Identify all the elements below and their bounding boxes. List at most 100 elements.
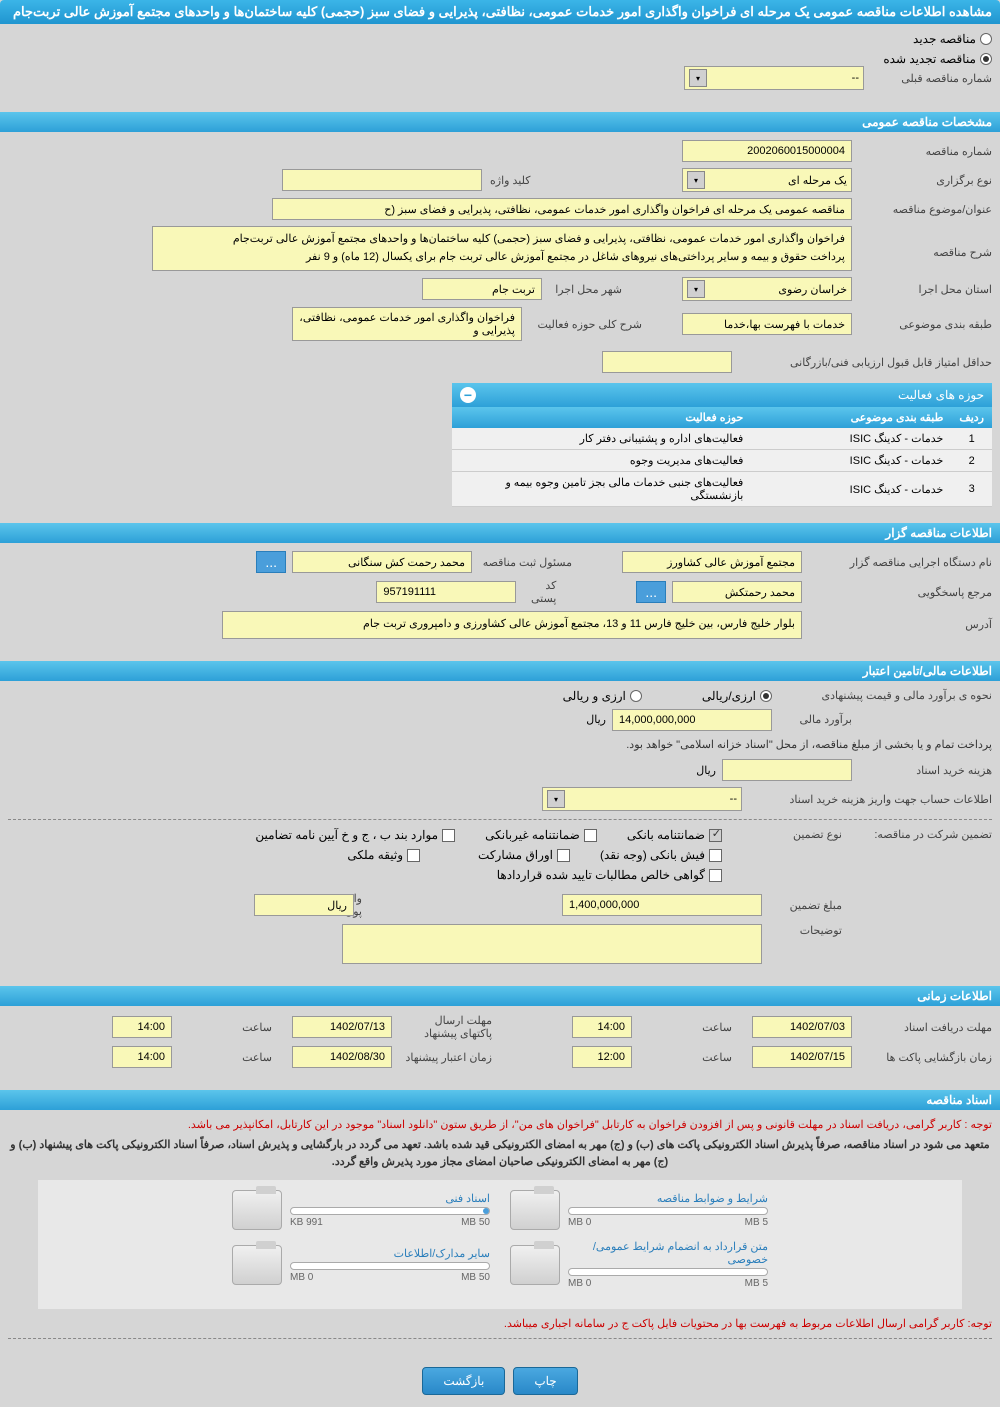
doc-cost-unit: ریال (696, 764, 722, 777)
contact-label: مرجع پاسخگویی (802, 586, 992, 599)
keyword-field[interactable] (282, 169, 482, 191)
city-field: تربت جام (422, 278, 542, 300)
table-row: 2خدمات - کدینگ ISICفعالیت‌های مدیریت وجو… (452, 450, 992, 472)
guarantee-participation[interactable]: اوراق مشارکت (478, 848, 570, 862)
chevron-down-icon: ▾ (687, 280, 705, 298)
guarantee-claims[interactable]: گواهی خالص مطالبات تایید شده قراردادها (497, 868, 722, 882)
tender-number-label: شماره مناقصه (852, 145, 992, 158)
tender-new-radio[interactable]: مناقصه جدید (913, 32, 992, 46)
opening-label: زمان بازگشایی پاکت ها (852, 1051, 992, 1064)
tender-renewed-radio[interactable]: مناقصه تجدید شده (883, 52, 992, 66)
currency-radio-2[interactable]: ارزی و ریالی (563, 689, 642, 703)
payment-note: پرداخت تمام و یا بخشی از مبلغ مناقصه، از… (626, 737, 992, 754)
postal-field: 957191111 (376, 581, 516, 603)
proposal-date: 1402/07/13 (292, 1016, 392, 1038)
validity-date: 1402/08/30 (292, 1046, 392, 1068)
address-label: آدرس (802, 618, 992, 631)
time-label-1: ساعت (632, 1021, 752, 1034)
time-label-2: ساعت (172, 1021, 292, 1034)
col-row: ردیف (951, 407, 992, 428)
section-tenderer-header: اطلاعات مناقصه گزار (0, 523, 1000, 543)
registrar-field: محمد رحمت کش سنگانی (292, 551, 472, 573)
min-score-label: حداقل امتیاز قابل قبول ارزیابی فنی/بازرگ… (732, 356, 992, 369)
receive-time: 14:00 (572, 1016, 632, 1038)
guarantee-nonbank[interactable]: ضمانتنامه غیربانکی (485, 828, 597, 842)
contact-field: محمد رحمتکش (672, 581, 802, 603)
proposal-label: مهلت ارسال پاکتهای پیشنهاد (392, 1014, 572, 1040)
doc-title: اسناد فنی (290, 1192, 490, 1205)
contact-more-button[interactable]: ... (636, 581, 666, 603)
col-category: طبقه بندی موضوعی (751, 407, 951, 428)
keyword-label: کلید واژه (482, 174, 682, 187)
section-time-header: اطلاعات زمانی (0, 986, 1000, 1006)
guarantee-bank[interactable]: ضمانتنامه بانکی (627, 828, 722, 842)
category-label: طبقه بندی موضوعی (852, 318, 992, 331)
section-general-header: مشخصات مناقصه عمومی (0, 112, 1000, 132)
doc-item[interactable]: سایر مدارک/اطلاعات 50 MB0 MB (232, 1240, 490, 1289)
province-select[interactable]: خراسان رضوی ▾ (682, 277, 852, 301)
min-score-field[interactable] (602, 351, 732, 373)
chevron-down-icon: ▾ (689, 69, 707, 87)
doc-item[interactable]: شرایط و ضوابط مناقصه 5 MB0 MB (510, 1190, 768, 1230)
org-label: نام دستگاه اجرایی مناقصه گزار (802, 556, 992, 569)
docs-note1: توجه : کاربر گرامی، دریافت اسناد در مهلت… (8, 1118, 992, 1131)
desc-label: شرح مناقصه (852, 226, 992, 259)
tender-new-label: مناقصه جدید (913, 32, 976, 46)
folder-icon (232, 1245, 282, 1285)
category-field: خدمات با فهرست بها،خدما (682, 313, 852, 335)
section-financial-header: اطلاعات مالی/تامین اعتبار (0, 661, 1000, 681)
receive-date: 1402/07/03 (752, 1016, 852, 1038)
doc-item[interactable]: متن قرارداد به انضمام شرایط عمومی/خصوصی … (510, 1240, 768, 1289)
back-button[interactable]: بازگشت (422, 1367, 505, 1395)
amount-field: 14,000,000,000 (612, 709, 772, 731)
guarantee-notes-field[interactable] (342, 924, 762, 964)
print-button[interactable]: چاپ (513, 1367, 577, 1395)
guarantee-amount-label: مبلغ تضمین (762, 899, 992, 912)
subject-label: عنوان/موضوع مناقصه (852, 203, 992, 216)
activities-table: ردیف طبقه بندی موضوعی حوزه فعالیت 1خدمات… (452, 407, 992, 507)
collapse-icon[interactable]: − (460, 387, 476, 403)
col-activity: حوزه فعالیت (452, 407, 751, 428)
address-field: بلوار خلیج فارس، بین خلیج فارس 11 و 13، … (222, 611, 802, 639)
activity-desc-field: فراخوان واگذاری امور خدمات عمومی، نظافتی… (292, 307, 522, 341)
org-field: مجتمع آموزش عالی کشاورز (622, 551, 802, 573)
page-title: مشاهده اطلاعات مناقصه عمومی یک مرحله ای … (0, 0, 1000, 24)
registrar-label: مسئول ثبت مناقصه (472, 556, 622, 569)
table-row: 3خدمات - کدینگ ISICفعالیت‌های جنبی خدمات… (452, 472, 992, 507)
guarantee-amount-field: 1,400,000,000 (562, 894, 762, 916)
guarantee-property[interactable]: وثیقه ملکی (347, 848, 420, 862)
prev-number-select[interactable]: -- ▾ (684, 66, 864, 90)
folder-icon (510, 1245, 560, 1285)
holding-type-label: نوع برگزاری (852, 174, 992, 187)
doc-item[interactable]: اسناد فنی 50 MB991 KB (232, 1190, 490, 1230)
validity-time: 14:00 (112, 1046, 172, 1068)
chevron-down-icon: ▾ (687, 171, 705, 189)
guarantee-bond[interactable]: موارد بند ب ، ج و خ آیین نامه تضامین (255, 828, 455, 842)
time-label-4: ساعت (172, 1051, 292, 1064)
guarantee-notes-label: توضیحات (762, 924, 992, 937)
guarantee-receipt[interactable]: فیش بانکی (وجه نقد) (600, 848, 722, 862)
estimate-method-label: نحوه ی برآورد مالی و قیمت پیشنهادی (772, 689, 992, 702)
activities-header: حوزه های فعالیت − (452, 383, 992, 407)
desc-field: فراخوان واگذاری امور خدمات عمومی، نظافتی… (152, 226, 852, 271)
guarantee-unit-field: ریال (254, 894, 354, 916)
account-select[interactable]: -- ▾ (542, 787, 742, 811)
opening-date: 1402/07/15 (752, 1046, 852, 1068)
guarantee-unit-label: واحد پول (354, 892, 562, 918)
holding-type-select[interactable]: یک مرحله ای ▾ (682, 168, 852, 192)
docs-footer-note: توجه: کاربر گرامی ارسال اطلاعات مربوط به… (8, 1317, 992, 1330)
tender-renewed-label: مناقصه تجدید شده (883, 52, 976, 66)
city-label: شهر محل اجرا (542, 283, 682, 296)
currency-radio-1[interactable]: ارزی/ریالی (702, 689, 772, 703)
registrar-more-button[interactable]: ... (256, 551, 286, 573)
chevron-down-icon: ▾ (547, 790, 565, 808)
docs-note2: متعهد می شود در اسناد مناقصه، صرفاً پذیر… (8, 1137, 992, 1170)
prev-number-label: شماره مناقصه قبلی (872, 72, 992, 85)
proposal-time: 14:00 (112, 1016, 172, 1038)
subject-field: مناقصه عمومی یک مرحله ای فراخوان واگذاری… (272, 198, 852, 220)
account-label: اطلاعات حساب جهت واریز هزینه خرید اسناد (742, 793, 992, 806)
validity-label: زمان اعتبار پیشنهاد (392, 1051, 572, 1064)
doc-cost-field[interactable] (722, 759, 852, 781)
province-label: استان محل اجرا (852, 283, 992, 296)
activity-desc-label: شرح کلی حوزه فعالیت (522, 318, 682, 331)
